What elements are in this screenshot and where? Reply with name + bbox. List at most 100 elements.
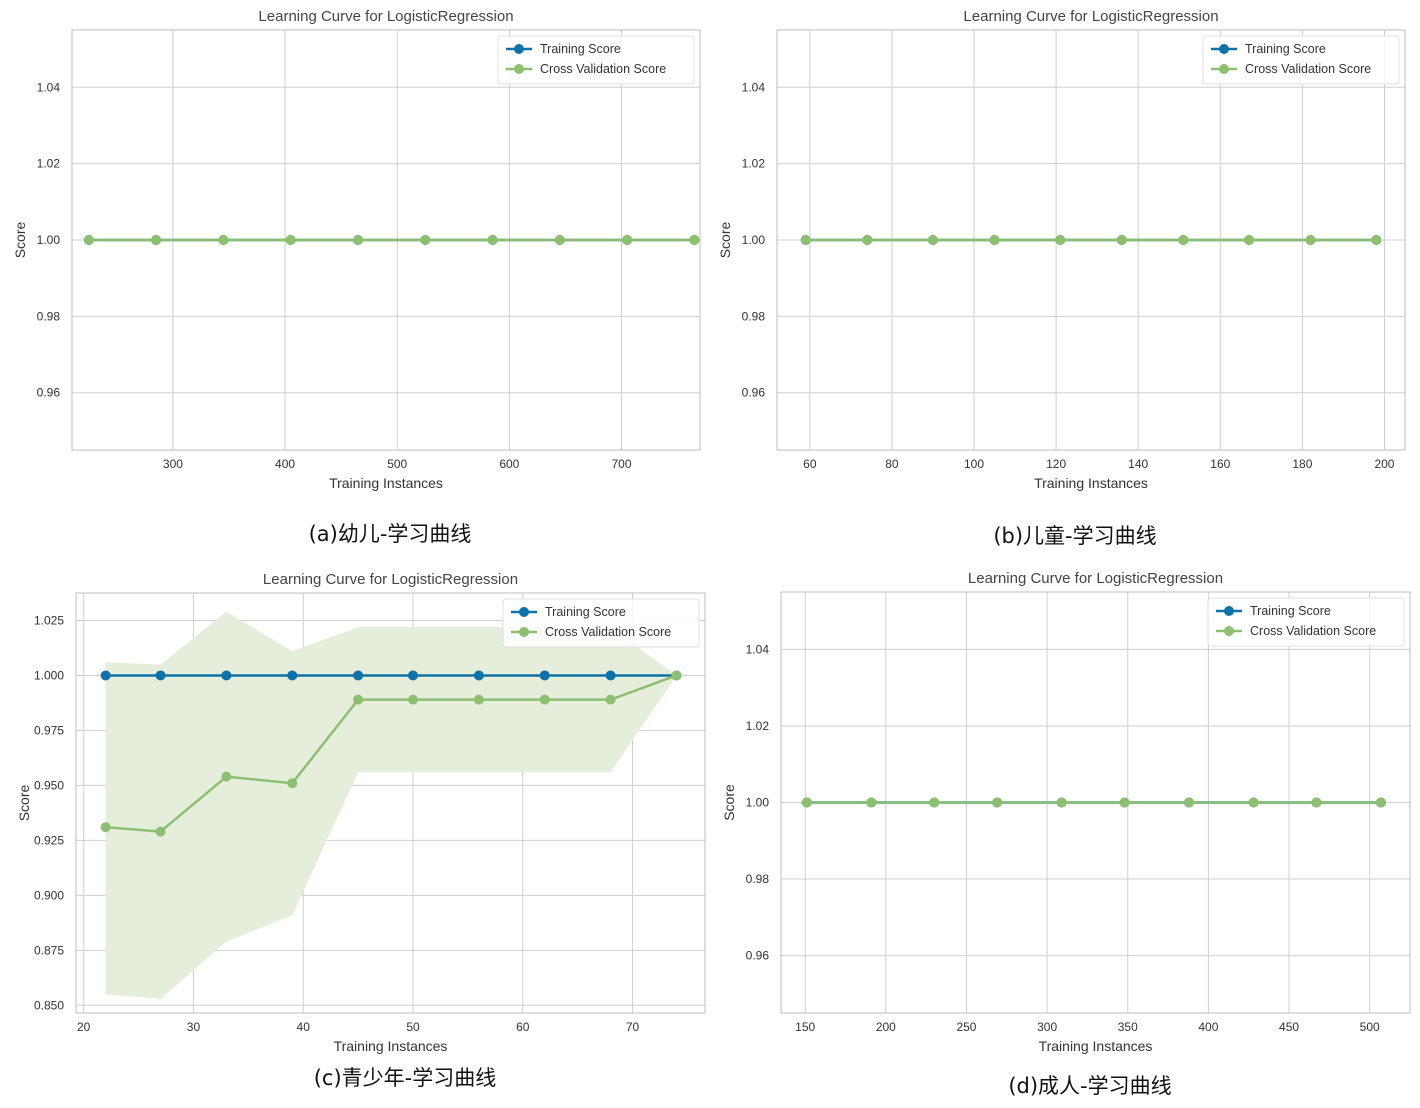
x-axis-label: Training Instances [1034, 475, 1148, 491]
cv-score-point [1248, 797, 1259, 808]
cv-score-point [353, 694, 364, 705]
caption-a: (a)幼儿-学习曲线 [308, 522, 472, 546]
x-tick-label: 400 [275, 457, 295, 471]
cv-score-point [1184, 797, 1195, 808]
x-tick-label: 40 [297, 1020, 311, 1034]
x-tick-label: 600 [499, 457, 519, 471]
legend-item-training: Training Score [1250, 604, 1331, 618]
cv-score-point [800, 235, 811, 245]
cv-score-point [989, 235, 1000, 245]
legend-marker [1224, 626, 1234, 636]
cv-score-point [622, 235, 633, 245]
cv-score-point [155, 826, 166, 837]
y-axis-label: Score [721, 784, 737, 821]
chart-panel-b: 60 80 100 120 140 160 180 200 0.96 0.98 1.00 1.02 1.… [710, 0, 1420, 500]
cv-score-point [151, 235, 162, 245]
x-tick-label: 350 [1118, 1020, 1138, 1034]
cv-score-point [420, 235, 431, 245]
training-score-point [353, 670, 364, 681]
caption-d: (d)成人-学习曲线 [1008, 1074, 1172, 1098]
x-tick-label: 60 [803, 457, 817, 471]
x-tick-label: 80 [885, 457, 899, 471]
cv-score-point [473, 694, 484, 705]
cv-score-point [221, 771, 232, 782]
cv-score-point [487, 235, 498, 245]
x-tick-label: 300 [163, 457, 183, 471]
x-tick-label: 180 [1292, 457, 1312, 471]
x-tick-label: 50 [406, 1020, 420, 1034]
legend-item-cv: Cross Validation Score [545, 625, 671, 639]
y-tick-label: 0.850 [34, 998, 64, 1012]
cv-score-point [539, 694, 550, 705]
cv-score-point [287, 778, 298, 789]
cv-score-point [801, 797, 812, 808]
cv-score-line [105, 674, 677, 833]
training-score-point [155, 670, 166, 681]
y-tick-label: 0.98 [37, 309, 61, 323]
cv-score-point [1244, 235, 1255, 245]
x-tick-label: 400 [1198, 1020, 1218, 1034]
x-axis-label: Training Instances [334, 1038, 448, 1054]
y-tick-label: 1.025 [34, 613, 64, 627]
y-tick-label: 1.00 [742, 233, 766, 247]
x-tick-label: 150 [795, 1020, 815, 1034]
cv-score-point [1055, 235, 1066, 245]
training-score-point [100, 670, 111, 681]
legend-box [1202, 35, 1400, 85]
training-score-point [605, 670, 616, 681]
learning-curve-chart-c: 20 30 40 50 60 70 0.850 0.875 0.900 0.925 0.950 0.9… [16, 571, 706, 1054]
y-tick-label: 1.04 [746, 642, 770, 656]
x-tick-label: 450 [1279, 1020, 1299, 1034]
cv-score-point [1056, 797, 1067, 808]
legend-item-training: Training Score [540, 42, 621, 56]
legend-marker [519, 627, 529, 637]
x-tick-label: 160 [1210, 457, 1230, 471]
y-tick-label: 0.98 [742, 309, 766, 323]
cv-score-point [1305, 235, 1316, 245]
legend-marker [519, 607, 529, 617]
cv-score-point [866, 797, 877, 808]
x-tick-label: 70 [626, 1020, 640, 1034]
caption-b: (b)儿童-学习曲线 [993, 524, 1157, 548]
x-tick-label: 200 [1374, 457, 1394, 471]
chart-panel-d: 150 200 250 300 350 400 450 500 0.96 0.98 1.00 1.02… [710, 563, 1420, 1063]
chart-title: Learning Curve for LogisticRegression [263, 571, 518, 588]
chart-panel-a: 300 400 500 600 700 0.96 0.98 1.00 1.02 1.04 Learn… [0, 0, 710, 500]
training-score-point [221, 670, 232, 681]
cv-score-point [408, 694, 419, 705]
cv-score-point [554, 235, 565, 245]
cv-score-point [1119, 797, 1130, 808]
cv-score-point [285, 235, 296, 245]
legend: Training Score Cross Validation Score [1207, 597, 1405, 647]
legend-marker [514, 64, 524, 74]
legend-box [502, 598, 700, 648]
cv-score-point [1116, 235, 1127, 245]
y-tick-label: 0.900 [34, 888, 64, 902]
caption-c: (c)青少年-学习曲线 [313, 1066, 497, 1090]
cv-score-point [1375, 797, 1386, 808]
legend-item-cv: Cross Validation Score [1245, 62, 1371, 76]
learning-curve-chart-b: 60 80 100 120 140 160 180 200 0.96 0.98 1.00 1.02 1.… [717, 8, 1406, 491]
training-score-point [287, 670, 298, 681]
y-tick-label: 1.02 [37, 157, 61, 171]
axes-frame [776, 29, 1406, 451]
cv-score-point [1178, 235, 1189, 245]
cv-confidence-band [105, 611, 677, 999]
y-tick-label: 1.02 [742, 157, 766, 171]
legend-item-cv: Cross Validation Score [1250, 624, 1376, 638]
cv-score-point [83, 235, 94, 245]
x-tick-label: 500 [1360, 1020, 1380, 1034]
legend: Training Score Cross Validation Score [1202, 35, 1400, 85]
y-tick-label: 0.950 [34, 778, 64, 792]
cv-score-point [352, 235, 363, 245]
gridlines [781, 592, 1410, 1013]
legend-box [497, 35, 695, 85]
learning-curve-chart-a: 300 400 500 600 700 0.96 0.98 1.00 1.02 1.04 Learn… [12, 8, 701, 491]
y-axis-label: Score [16, 785, 32, 822]
legend: Training Score Cross Validation Score [502, 598, 700, 648]
x-tick-label: 60 [516, 1020, 530, 1034]
x-tick-label: 30 [187, 1020, 201, 1034]
x-tick-label: 140 [1128, 457, 1148, 471]
x-axis-label: Training Instances [1039, 1038, 1153, 1054]
chart-panel-c: 20 30 40 50 60 70 0.850 0.875 0.900 0.925 0.950 0.9… [0, 563, 710, 1063]
